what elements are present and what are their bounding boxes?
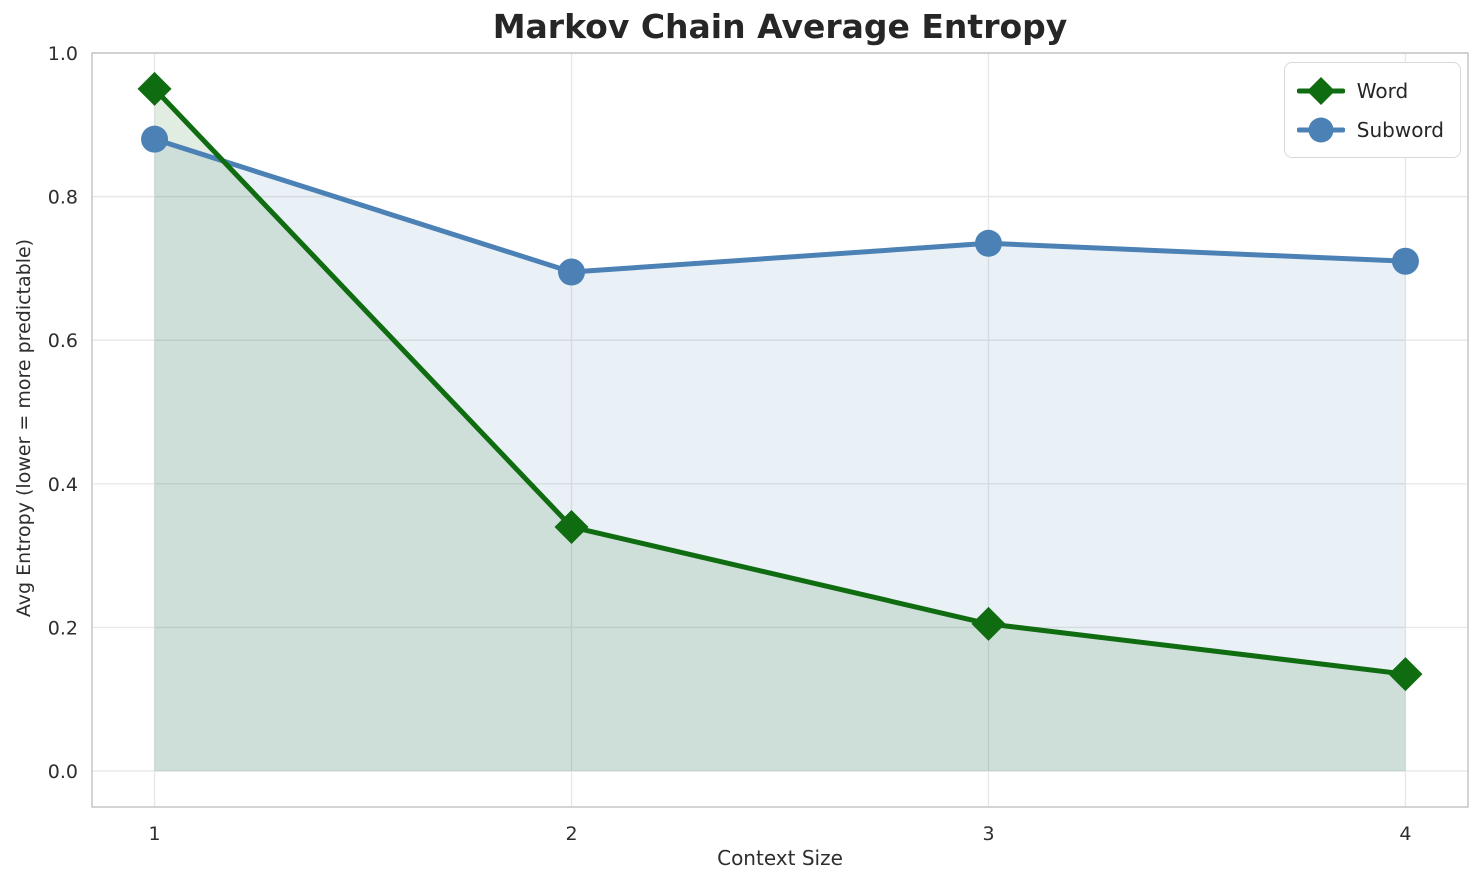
marker-diamond-word: [971, 606, 1006, 641]
y-tick-label: 0.8: [48, 187, 78, 209]
legend-label: Subword: [1356, 117, 1444, 142]
y-tick-label: 0.4: [48, 474, 78, 496]
legend-item-subword: Subword: [1296, 110, 1444, 149]
y-tick-label: 0.6: [48, 330, 78, 352]
chart-title: Markov Chain Average Entropy: [492, 7, 1068, 46]
marker-diamond-word: [137, 71, 172, 106]
marker-diamond-word: [554, 509, 589, 544]
legend-item-word: Word: [1296, 71, 1444, 110]
marker-circle-subword: [558, 258, 586, 286]
y-tick-label: 1.0: [48, 43, 78, 65]
y-tick-label: 0.0: [48, 761, 78, 783]
x-tick-label: 2: [565, 823, 577, 845]
x-tick-label: 4: [1399, 823, 1411, 845]
plot-border: [91, 52, 1469, 808]
marker-circle-subword: [141, 125, 169, 153]
x-tick-label: 1: [148, 823, 160, 845]
legend-label: Word: [1356, 78, 1409, 103]
area-fill-subword: [154, 139, 1406, 772]
y-axis-label: Avg Entropy (lower = more predictable): [13, 238, 35, 618]
y-tick-label: 0.2: [48, 617, 78, 639]
area-fill-word: [154, 88, 1406, 772]
legend: Word Subword: [1283, 62, 1461, 158]
line-subword: [152, 136, 1408, 275]
marker-circle-subword: [1391, 247, 1419, 275]
marker-circle-subword: [974, 229, 1002, 257]
legend-marker-diamond-icon: [1296, 76, 1345, 105]
x-axis-label: Context Size: [717, 846, 843, 870]
x-tick-label: 3: [982, 823, 994, 845]
legend-marker-circle-icon: [1296, 117, 1345, 142]
line-word: [152, 86, 1408, 677]
marker-diamond-word: [1388, 657, 1423, 692]
